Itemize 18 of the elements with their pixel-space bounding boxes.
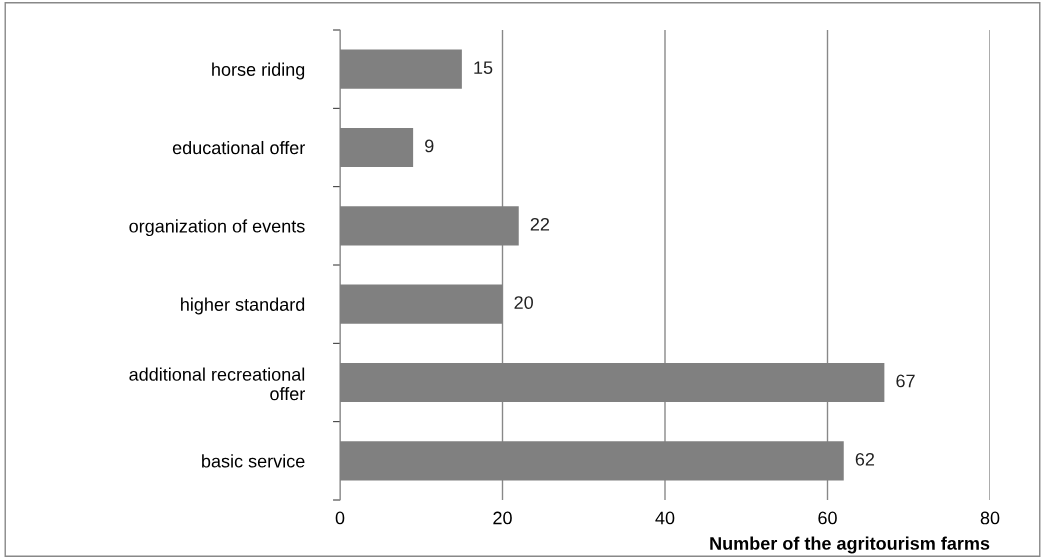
y-tick-label: educational offer (172, 140, 305, 155)
data-label: 20 (514, 296, 533, 310)
data-label: 62 (855, 452, 875, 466)
x-tick-label: 80 (980, 511, 1000, 525)
y-tick-label: additional recreational offer (129, 367, 305, 401)
data-label: 67 (896, 374, 915, 388)
x-tick-label: 40 (655, 511, 675, 525)
x-tick-label: 60 (818, 511, 837, 525)
x-tick-label: 0 (335, 511, 345, 525)
y-tick-label: horse riding (212, 62, 305, 80)
data-label: 22 (530, 217, 550, 231)
y-tick-label: higher standard (181, 297, 305, 315)
y-tick-label: organization of events (129, 219, 305, 237)
x-axis-title: Number of the agritourism farms (710, 536, 990, 554)
data-label: 15 (474, 61, 493, 75)
x-tick-label: 20 (493, 511, 512, 525)
y-tick-label: basic service (202, 454, 305, 468)
data-label: 9 (425, 139, 434, 153)
